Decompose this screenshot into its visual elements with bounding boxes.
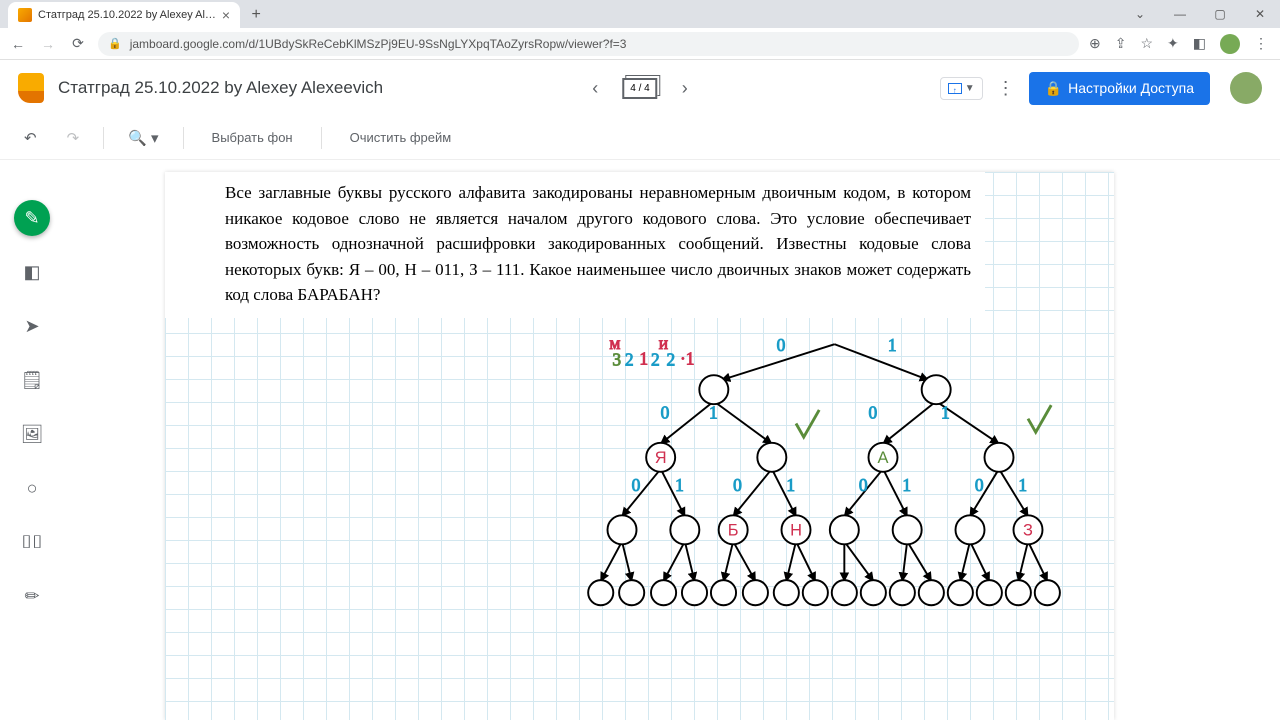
new-tab-button[interactable]: +: [244, 2, 268, 28]
svg-text:1: 1: [902, 475, 911, 495]
svg-text:0: 0: [859, 475, 868, 495]
svg-text:1: 1: [786, 475, 795, 495]
laser-tool[interactable]: ✏: [14, 578, 50, 614]
share-label: Настройки Доступа: [1068, 80, 1194, 96]
jamboard-canvas[interactable]: 4 Все заглавные буквы русского алфавита …: [165, 172, 1114, 720]
svg-text:Б: Б: [728, 522, 739, 540]
svg-text:Н: Н: [790, 522, 802, 540]
svg-text:1: 1: [675, 475, 684, 495]
clear-frame-button[interactable]: Очистить фрейм: [340, 124, 462, 151]
browser-tabstrip: Статград 25.10.2022 by Alexey Al… × + ⌄ …: [0, 0, 1280, 28]
redo-button[interactable]: ↷: [61, 123, 86, 153]
jamboard-header: Статград 25.10.2022 by Alexey Alexeevich…: [0, 60, 1280, 116]
tab-favicon: [18, 8, 32, 22]
pen-tool[interactable]: ✎: [14, 200, 50, 236]
shape-tool[interactable]: ○: [14, 470, 50, 506]
share-button[interactable]: 🔒 Настройки Доступа: [1029, 72, 1210, 105]
extensions-icon[interactable]: ✦: [1167, 35, 1179, 52]
browser-actions: ⊕ ⇪ ☆ ✦ ◧ ⋮: [1089, 34, 1272, 54]
background-button[interactable]: Выбрать фон: [202, 124, 303, 151]
minimize-icon[interactable]: —: [1160, 0, 1200, 28]
problem-text: Все заглавные буквы русского алфавита за…: [165, 172, 985, 318]
select-tool[interactable]: ➤: [14, 308, 50, 344]
jamboard-logo-icon[interactable]: [18, 73, 44, 103]
star-icon[interactable]: ☆: [1140, 35, 1153, 52]
tab-close-icon[interactable]: ×: [222, 7, 230, 23]
more-options-button[interactable]: ⋮: [997, 78, 1015, 99]
note-tool[interactable]: 🗒: [14, 362, 50, 398]
browser-tab[interactable]: Статград 25.10.2022 by Alexey Al… ×: [8, 2, 240, 28]
undo-button[interactable]: ↶: [18, 123, 43, 153]
share-icon[interactable]: ⇪: [1115, 35, 1127, 52]
svg-text:·1: ·1: [680, 349, 695, 369]
profile-avatar[interactable]: [1220, 34, 1240, 54]
dropdown-icon: ▼: [965, 83, 975, 94]
textbox-tool[interactable]: ⌷⌷: [14, 524, 50, 560]
svg-text:и: и: [659, 333, 668, 353]
tool-sidebar: ✎ ◧ ➤ 🗒 🖼 ○ ⌷⌷ ✏: [10, 200, 54, 614]
image-tool[interactable]: 🖼: [14, 416, 50, 452]
url-text: jamboard.google.com/d/1UBdySkReCebKlMSzP…: [130, 37, 627, 51]
present-button[interactable]: ↑ ▼: [940, 77, 983, 100]
document-title[interactable]: Статград 25.10.2022 by Alexey Alexeevich: [58, 78, 383, 98]
svg-text:0: 0: [975, 475, 984, 495]
back-button[interactable]: ←: [8, 36, 28, 52]
account-icon[interactable]: ◧: [1193, 35, 1206, 52]
address-bar[interactable]: 🔒 jamboard.google.com/d/1UBdySkReCebKlMS…: [98, 32, 1079, 56]
close-icon[interactable]: ✕: [1240, 0, 1280, 28]
chevron-down-icon[interactable]: ⌄: [1120, 0, 1160, 28]
svg-text:1: 1: [709, 403, 718, 423]
tab-title: Статград 25.10.2022 by Alexey Al…: [38, 9, 216, 21]
frame-indicator[interactable]: 4 / 4: [622, 78, 657, 99]
svg-text:1: 1: [941, 403, 950, 423]
eraser-tool[interactable]: ◧: [14, 254, 50, 290]
binary-tree-diagram: ЯАБНЗ0101010101010132122·1ми: [535, 322, 1115, 612]
prev-frame-button[interactable]: ‹: [586, 72, 604, 105]
zoom-button[interactable]: 🔍 ▾: [122, 123, 164, 153]
user-avatar[interactable]: [1230, 72, 1262, 104]
svg-text:1: 1: [639, 349, 648, 369]
svg-text:З: З: [1023, 522, 1033, 540]
menu-icon[interactable]: ⋮: [1254, 35, 1268, 52]
lock-icon: 🔒: [1045, 80, 1062, 97]
svg-text:1: 1: [888, 335, 897, 355]
browser-toolbar: ← → ⟳ 🔒 jamboard.google.com/d/1UBdySkReC…: [0, 28, 1280, 60]
reload-button[interactable]: ⟳: [68, 35, 88, 52]
svg-text:0: 0: [632, 475, 641, 495]
zoom-icon[interactable]: ⊕: [1089, 35, 1101, 52]
lock-icon: 🔒: [108, 37, 122, 50]
frame-navigator: ‹ 4 / 4 ›: [586, 72, 693, 105]
maximize-icon[interactable]: ▢: [1200, 0, 1240, 28]
next-frame-button[interactable]: ›: [676, 72, 694, 105]
svg-text:м: м: [609, 333, 620, 353]
svg-text:0: 0: [777, 335, 786, 355]
svg-text:Я: Я: [655, 449, 667, 467]
svg-text:А: А: [878, 449, 889, 467]
svg-text:2: 2: [625, 350, 634, 370]
screen-icon: ↑: [948, 83, 962, 94]
svg-text:1: 1: [1018, 475, 1027, 495]
jamboard-toolbar: ↶ ↷ 🔍 ▾ Выбрать фон Очистить фрейм: [0, 116, 1280, 160]
svg-text:0: 0: [733, 475, 742, 495]
window-controls: ⌄ — ▢ ✕: [1120, 0, 1280, 28]
forward-button[interactable]: →: [38, 36, 58, 52]
svg-text:0: 0: [661, 403, 670, 423]
svg-text:0: 0: [869, 403, 878, 423]
